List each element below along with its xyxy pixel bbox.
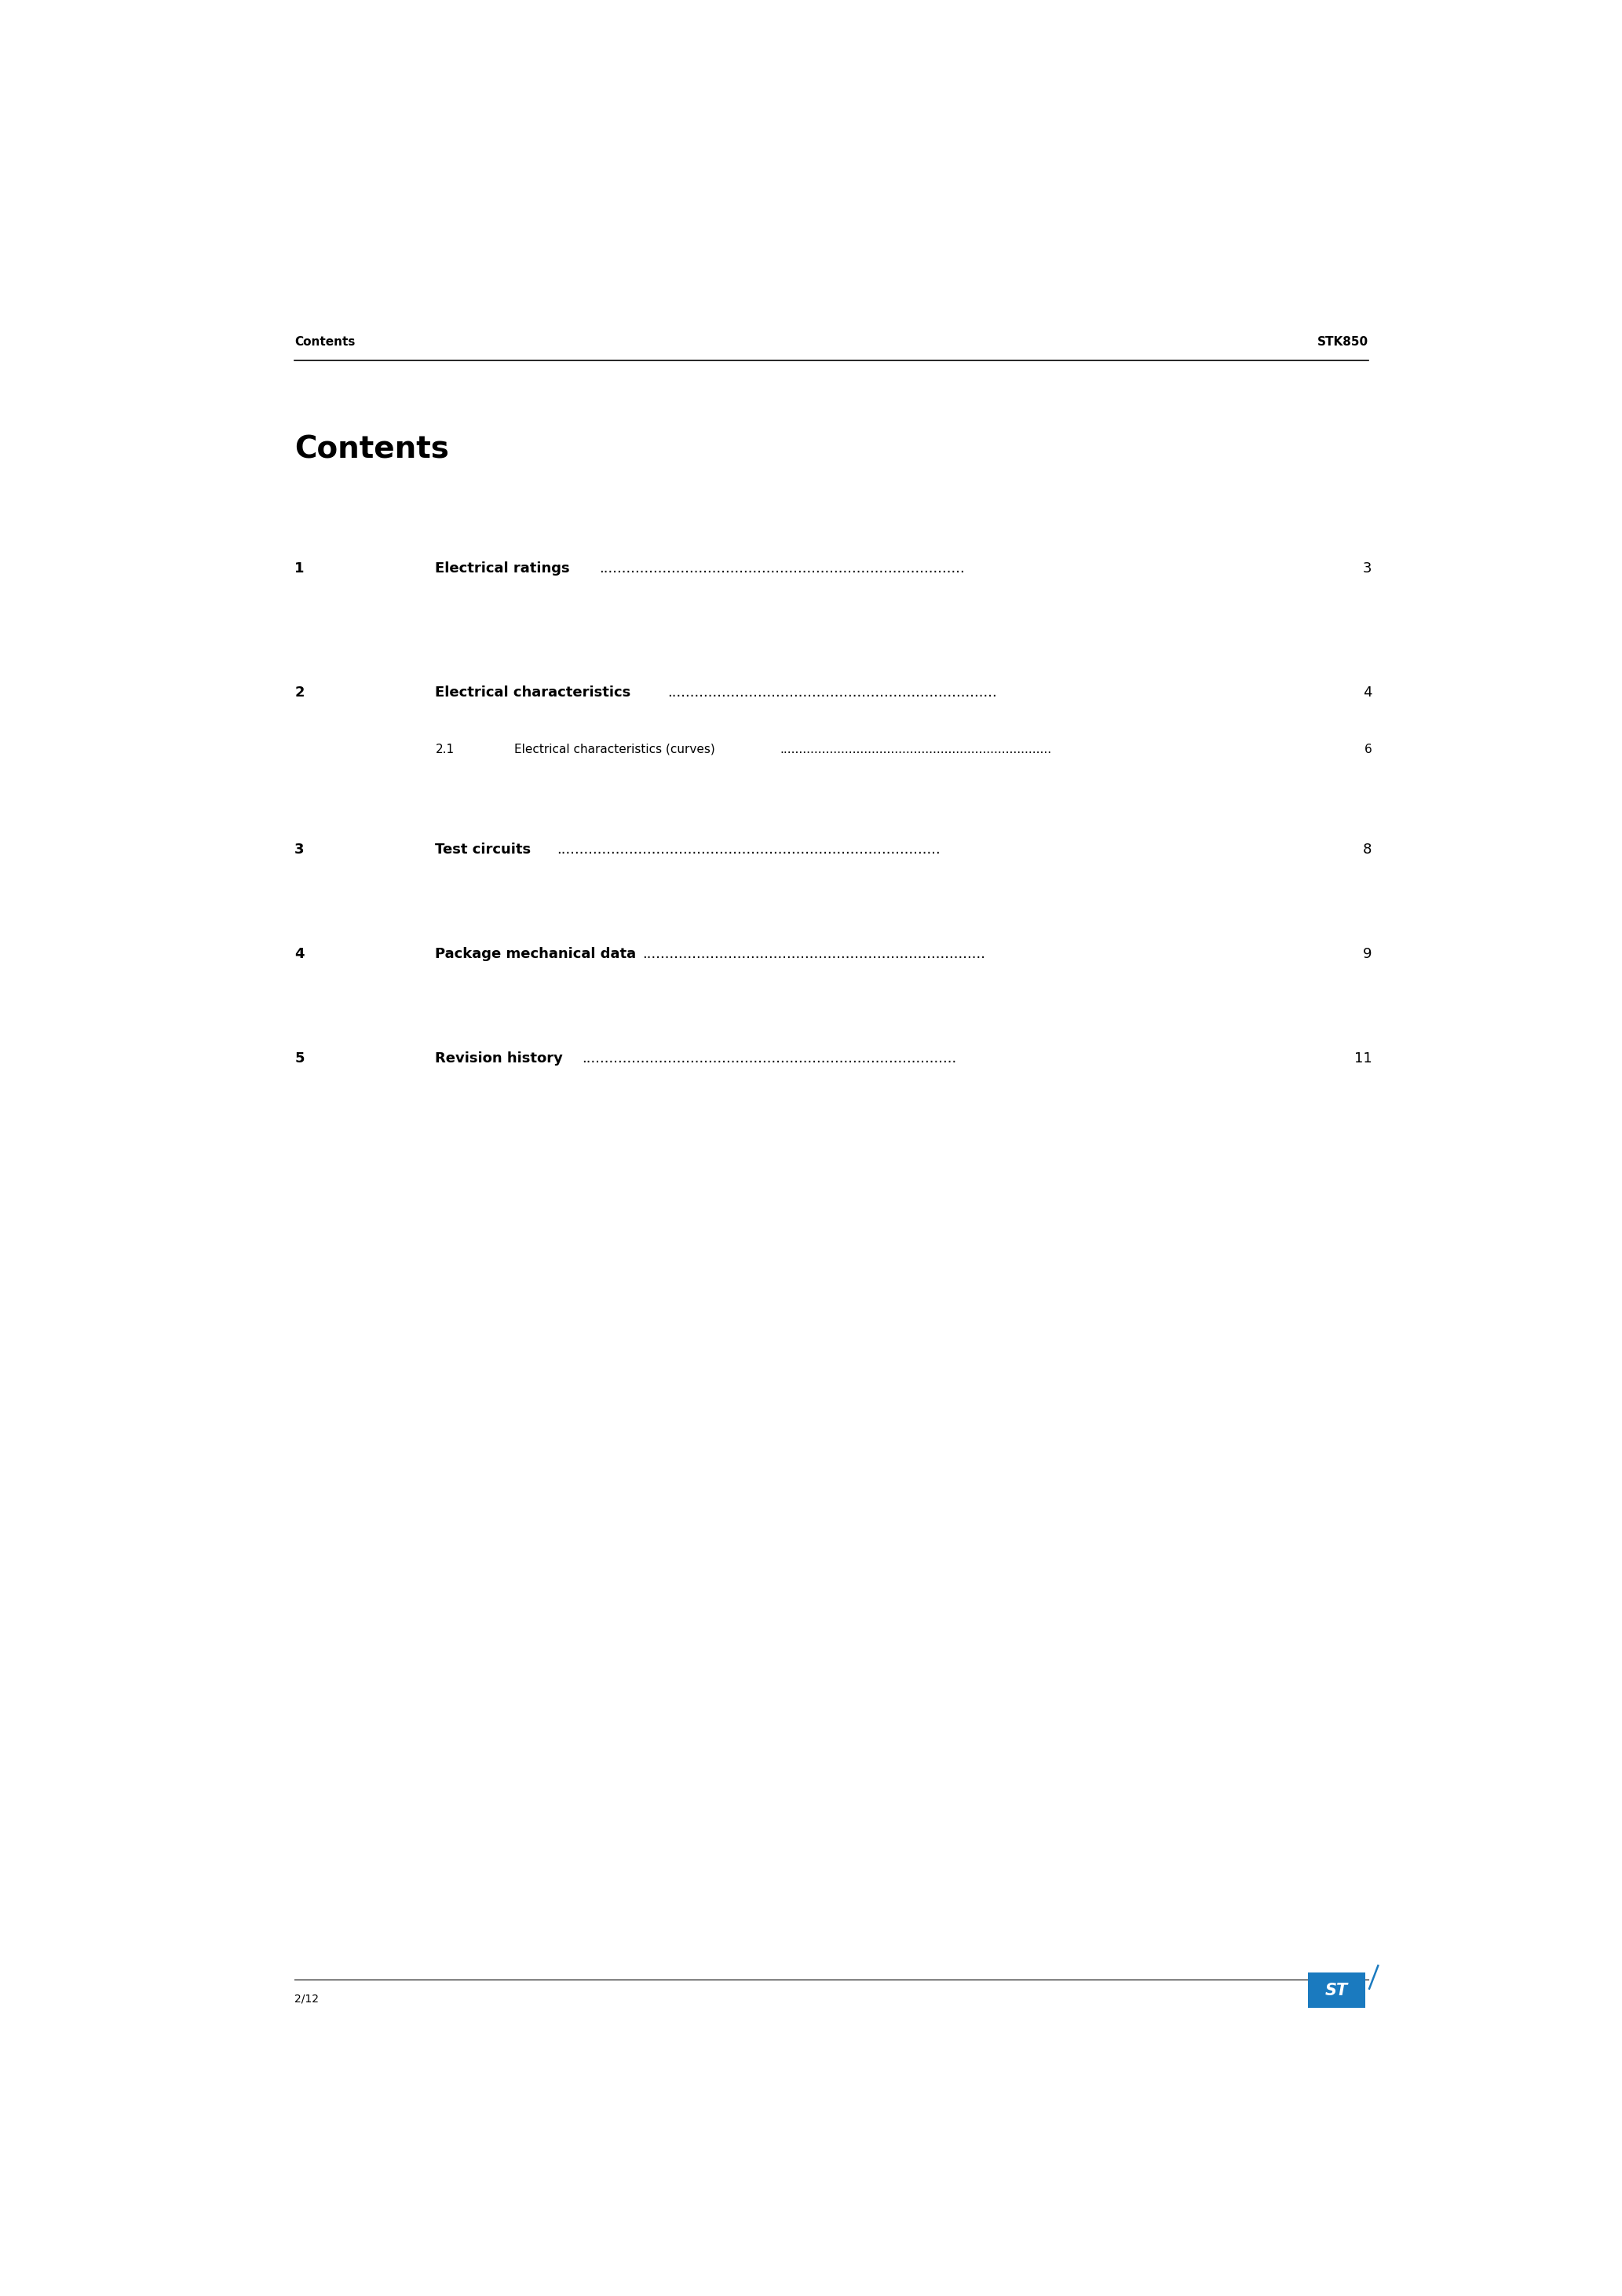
Text: ............................................................................: ........................................… [642, 946, 985, 962]
Text: ST: ST [1325, 1981, 1348, 1998]
Text: 3: 3 [1362, 563, 1372, 576]
Text: 1: 1 [295, 563, 305, 576]
Text: 4: 4 [1362, 684, 1372, 700]
Text: ................................................................................: ........................................… [599, 563, 965, 576]
FancyBboxPatch shape [1307, 1972, 1366, 2009]
Text: .........................................................................: ........................................… [668, 684, 998, 700]
Text: Electrical characteristics (curves): Electrical characteristics (curves) [514, 744, 715, 755]
Text: 2.1: 2.1 [435, 744, 454, 755]
Text: 2/12: 2/12 [295, 1993, 320, 2004]
Text: 4: 4 [295, 946, 305, 962]
Text: ................................................................................: ........................................… [556, 843, 941, 856]
Text: 8: 8 [1362, 843, 1372, 856]
Text: Package mechanical data: Package mechanical data [435, 946, 636, 962]
Text: 3: 3 [295, 843, 305, 856]
Text: .......................................................................: ........................................… [780, 744, 1051, 755]
Text: Electrical characteristics: Electrical characteristics [435, 684, 631, 700]
Text: 6: 6 [1364, 744, 1372, 755]
Text: Electrical ratings: Electrical ratings [435, 563, 569, 576]
Text: 9: 9 [1362, 946, 1372, 962]
Text: Contents: Contents [295, 434, 449, 464]
Text: Contents: Contents [295, 335, 355, 349]
Text: Revision history: Revision history [435, 1052, 563, 1065]
Text: 5: 5 [295, 1052, 305, 1065]
Text: ................................................................................: ........................................… [582, 1052, 957, 1065]
Text: Test circuits: Test circuits [435, 843, 530, 856]
Text: 11: 11 [1354, 1052, 1372, 1065]
Text: 2: 2 [295, 684, 305, 700]
Text: STK850: STK850 [1317, 335, 1367, 349]
